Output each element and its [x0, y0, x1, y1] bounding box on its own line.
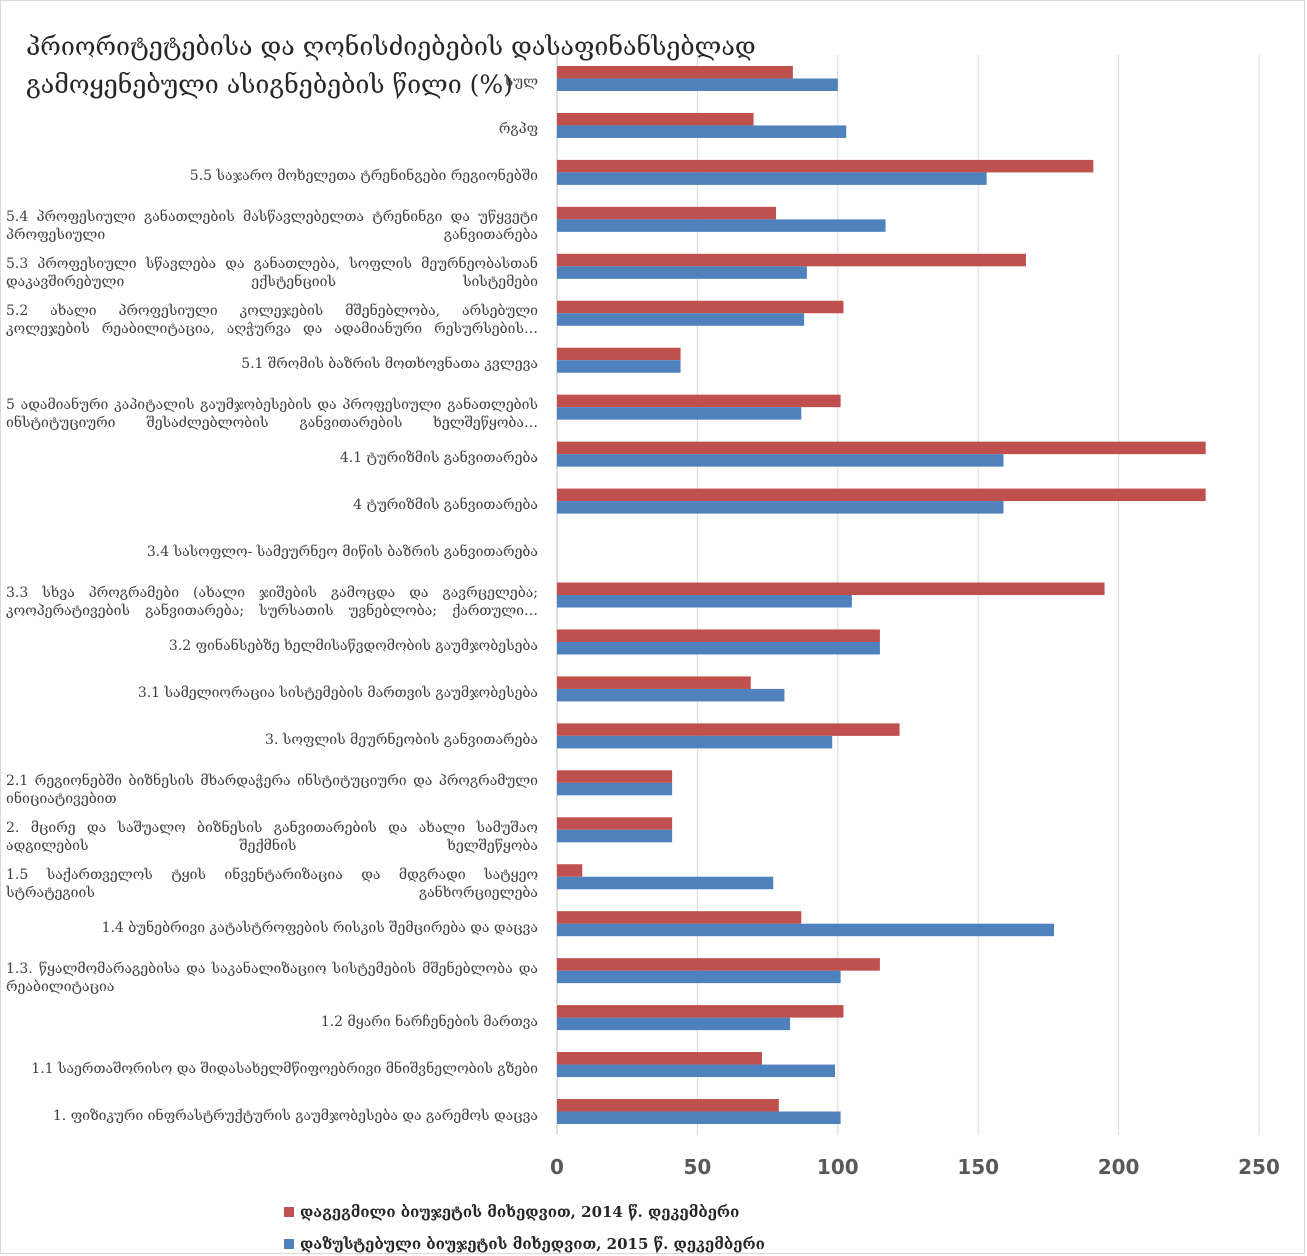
legend-swatch — [284, 1239, 294, 1249]
bar-series-1 — [557, 254, 1026, 267]
x-tick-label: 50 — [683, 1155, 711, 1179]
category-label: 5.1 შრომის ბაზრის მოთხოვნათა კვლევა — [6, 355, 538, 373]
bar-series-2 — [557, 595, 852, 608]
category-label: 3.4 სასოფლო- სამეურნეო მიწის ბაზრის განვ… — [6, 543, 538, 561]
category-label: 5 ადამიანური კაპიტალის გაუმჯობესების და … — [6, 396, 538, 432]
category-label: 3.1 სამელიორაცია სისტემების მართვის გაუმ… — [6, 684, 538, 702]
bar-series-2 — [557, 125, 846, 138]
bar-series-1 — [557, 489, 1206, 502]
bar-series-2 — [557, 1112, 841, 1125]
bar-series-2 — [557, 830, 672, 843]
bars — [557, 66, 1206, 1124]
bar-series-1 — [557, 911, 801, 924]
category-label: 5.5 საჯარო მოხელეთა ტრენინგები რეგიონებშ… — [6, 167, 538, 185]
category-label: 1.1 საერთაშორისო და შიდასახელმწიფოებრივი… — [6, 1060, 538, 1078]
bar-series-1 — [557, 66, 793, 79]
bar-series-2 — [557, 219, 886, 232]
bar-series-1 — [557, 160, 1093, 173]
bar-series-2 — [557, 360, 681, 373]
category-label: 1. ფიზიკური ინფრასტრუქტურის გაუმჯობესება… — [6, 1107, 538, 1125]
category-label: 4.1 ტურიზმის განვითარება — [6, 449, 538, 467]
bar-series-2 — [557, 313, 804, 326]
category-label: 1.3. წყალმომარაგებისა და საკანალიზაციო ს… — [6, 960, 538, 996]
bar-series-2 — [557, 172, 987, 185]
category-label: 3. სოფლის მეურნეობის განვითარება — [6, 731, 538, 749]
bar-series-1 — [557, 770, 672, 783]
bar-series-1 — [557, 442, 1206, 455]
legend-item: დაზუსტებული ბიუჯეტის მიხედვით, 2015 წ. დ… — [284, 1235, 765, 1253]
bar-series-2 — [557, 971, 841, 984]
category-label: 5.4 პროფესიული განათლების მასწავლებელთა … — [6, 208, 538, 244]
category-label: 4 ტურიზმის განვითარება — [6, 496, 538, 514]
x-tick-label: 0 — [550, 1155, 564, 1179]
category-label: 1.5 საქართველოს ტყის ინვენტარიზაცია და მ… — [6, 866, 538, 902]
category-label: 2.1 რეგიონებში ბიზნესის მხარდაჭერა ინსტი… — [6, 772, 538, 808]
bar-series-1 — [557, 817, 672, 830]
x-tick-label: 250 — [1238, 1155, 1280, 1179]
category-label: 5.3 პროფესიული სწავლება და განათლება, სო… — [6, 255, 538, 291]
bar-series-1 — [557, 301, 843, 314]
legend-swatch — [284, 1207, 294, 1217]
x-tick-label: 100 — [817, 1155, 859, 1179]
category-label: სულ — [6, 73, 538, 91]
x-axis-ticks: 0 50 100 150 200 250 — [550, 1155, 1280, 1179]
bar-series-1 — [557, 395, 841, 408]
legend-label: დაზუსტებული ბიუჯეტის მიხედვით, 2015 წ. დ… — [300, 1235, 765, 1253]
legend-label: დაგეგმილი ბიუჯეტის მიხედვით, 2014 წ. დეკ… — [300, 1203, 739, 1221]
bar-series-1 — [557, 583, 1105, 596]
category-label: 3.3 სხვა პროგრამები (ახალი ჯიშების გამოც… — [6, 584, 538, 620]
bar-series-1 — [557, 113, 754, 126]
x-tick-label: 200 — [1098, 1155, 1140, 1179]
bar-series-2 — [557, 689, 784, 702]
bar-series-2 — [557, 783, 672, 796]
category-label: რგპფ — [6, 120, 538, 138]
category-label: 3.2 ფინანსებზე ხელმისაწვდომობის გაუმჯობე… — [6, 637, 538, 655]
legend-item: დაგეგმილი ბიუჯეტის მიხედვით, 2014 წ. დეკ… — [284, 1203, 739, 1221]
bar-series-1 — [557, 348, 681, 361]
bar-series-2 — [557, 642, 880, 655]
bar-series-1 — [557, 864, 582, 877]
category-label: 5.2 ახალი პროფესიული კოლეჯების მშენებლობ… — [6, 302, 538, 338]
bar-series-1 — [557, 676, 751, 689]
bar-series-2 — [557, 924, 1054, 937]
bar-series-1 — [557, 1005, 843, 1018]
bar-series-2 — [557, 736, 832, 749]
bar-series-1 — [557, 723, 900, 736]
bar-series-2 — [557, 454, 1003, 467]
x-tick-label: 150 — [957, 1155, 999, 1179]
bar-series-2 — [557, 877, 773, 890]
category-label: 1.2 მყარი ნარჩენების მართვა — [6, 1013, 538, 1031]
bar-series-2 — [557, 407, 801, 420]
bar-series-2 — [557, 1018, 790, 1030]
bar-series-1 — [557, 1052, 762, 1065]
bar-series-1 — [557, 1099, 779, 1112]
bar-series-1 — [557, 207, 776, 220]
category-label: 2. მცირე და საშუალო ბიზნესის განვითარები… — [6, 819, 538, 855]
bar-series-2 — [557, 78, 838, 91]
bar-series-1 — [557, 629, 880, 642]
bar-series-2 — [557, 501, 1003, 513]
bar-series-1 — [557, 958, 880, 971]
bar-series-2 — [557, 1065, 835, 1078]
category-label: 1.4 ბუნებრივი კატასტროფების რისკის შემცი… — [6, 919, 538, 937]
bar-series-2 — [557, 266, 807, 279]
